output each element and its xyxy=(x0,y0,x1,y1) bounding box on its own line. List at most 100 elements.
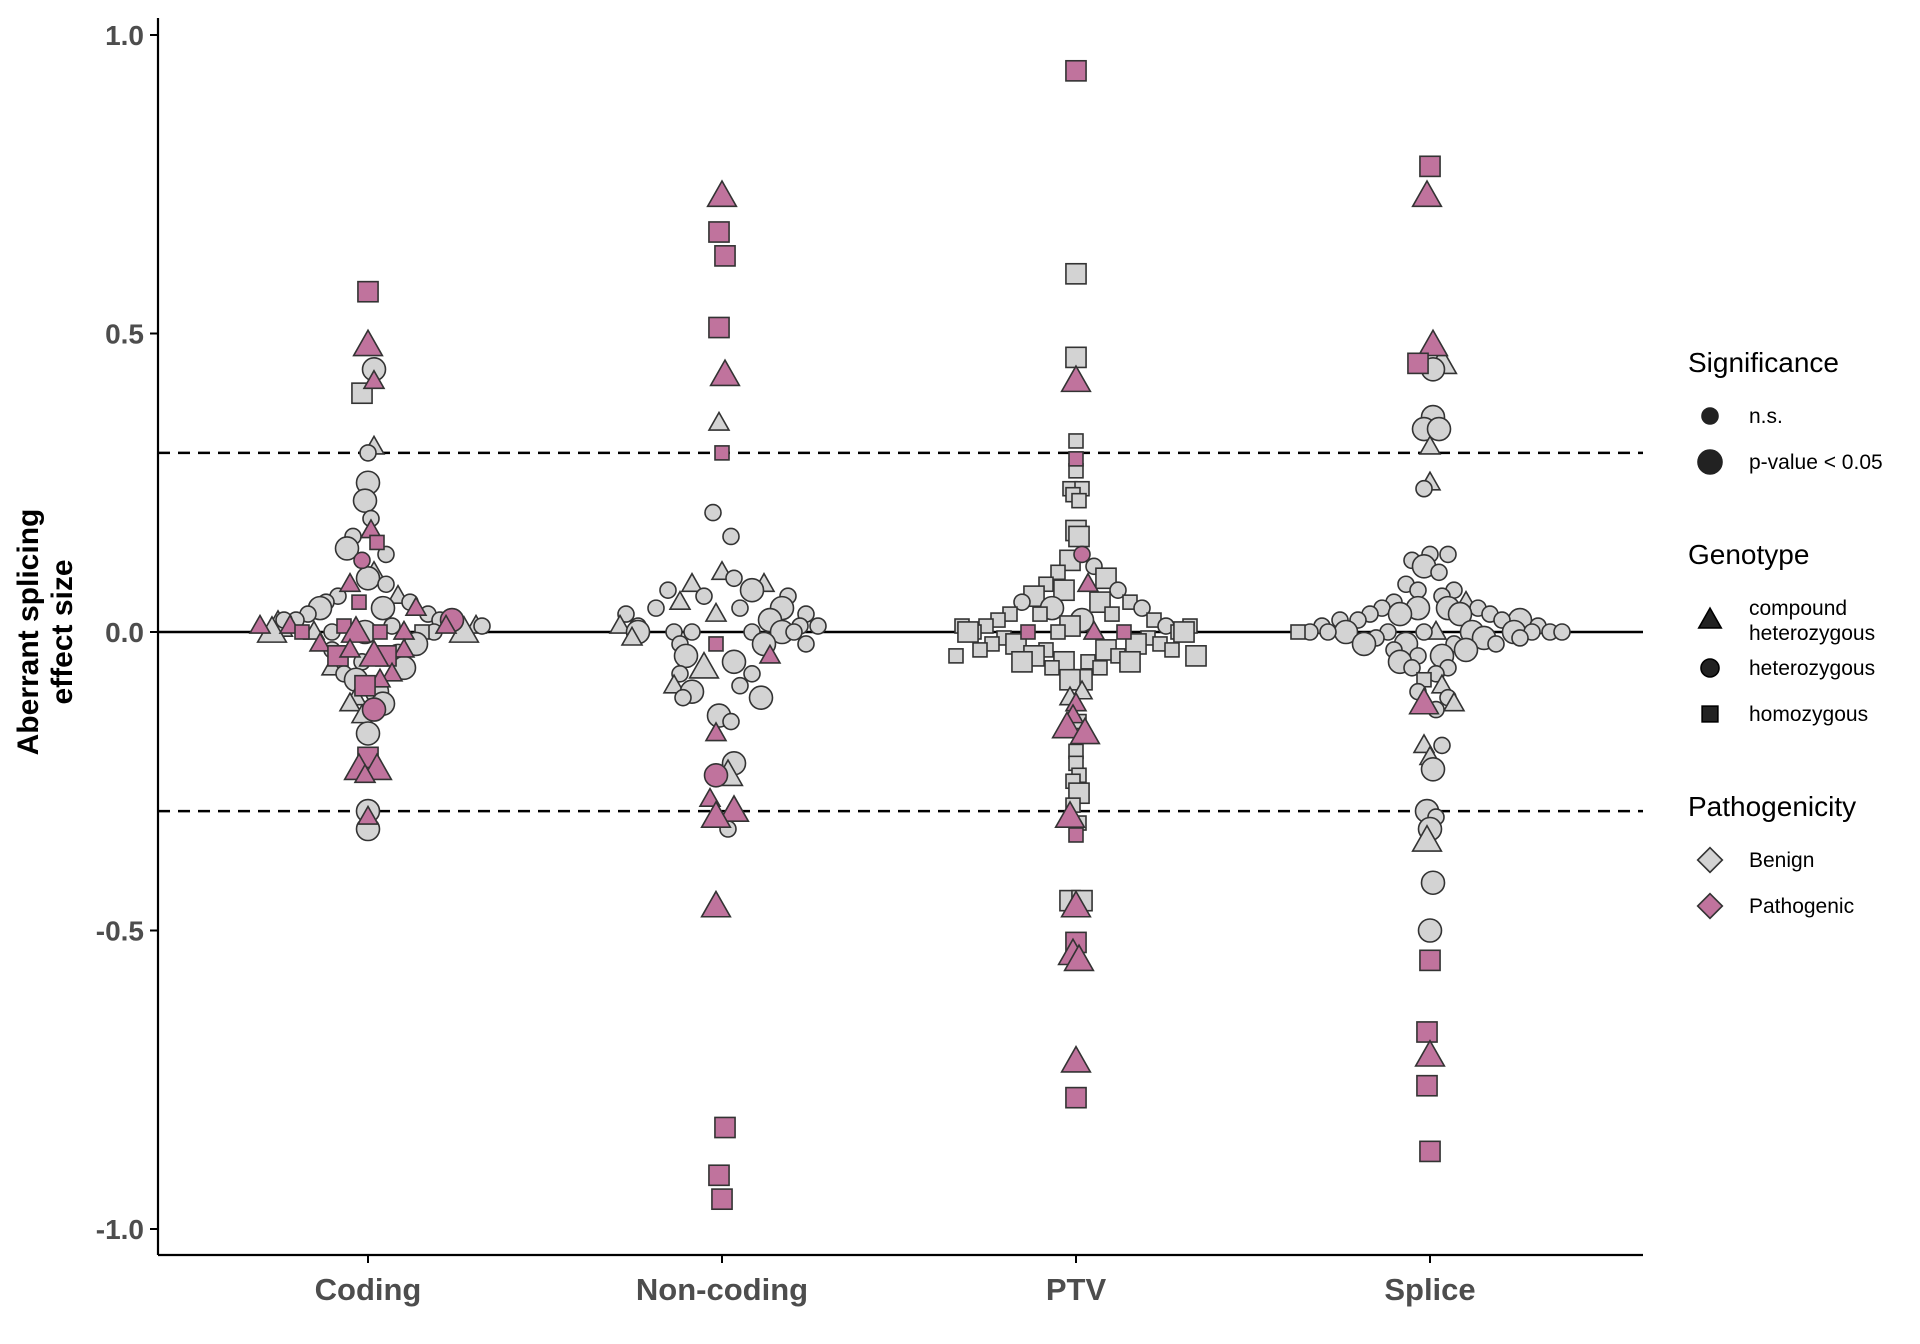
data-point-ptv-86 xyxy=(1068,827,1084,843)
legend-key-diamond xyxy=(1696,846,1724,874)
data-point-coding-69 xyxy=(372,624,388,640)
data-point-ptv-78 xyxy=(1116,624,1132,640)
data-point-ptv-83 xyxy=(1051,710,1083,739)
data-point-non-coding-48 xyxy=(706,179,738,208)
data-point-ptv-1 xyxy=(1065,346,1087,369)
data-point-non-coding-42 xyxy=(674,688,692,707)
axes: 1.0 0.5 0.0 -0.5 -1.0 Coding Non-coding PTV Spli… xyxy=(12,18,1643,1307)
data-point-coding-76 xyxy=(380,661,404,682)
data-point-non-coding-55 xyxy=(758,643,782,664)
data-point-coding-71 xyxy=(392,637,416,658)
data-point-non-coding-53 xyxy=(714,445,730,461)
data-point-ptv-46 xyxy=(972,642,988,658)
data-points xyxy=(248,59,1571,1211)
data-point-non-coding-13 xyxy=(647,599,665,617)
data-point-non-coding-60 xyxy=(700,800,732,828)
data-point-splice-49 xyxy=(1351,631,1377,657)
series-coding xyxy=(248,280,491,842)
data-point-non-coding-49 xyxy=(708,221,730,243)
x-tick-label-ptv: PTV xyxy=(1046,1272,1107,1307)
data-point-coding-53 xyxy=(352,328,384,357)
data-point-ptv-58 xyxy=(1044,660,1060,676)
data-point-coding-12 xyxy=(377,575,395,594)
data-point-ptv-12 xyxy=(1050,564,1066,581)
data-point-splice-30 xyxy=(1447,601,1473,627)
data-point-ptv-19 xyxy=(1013,593,1031,611)
data-point-non-coding-54 xyxy=(708,636,724,652)
legend-label-line: p-value < 0.05 xyxy=(1749,451,1883,474)
data-point-non-coding-2 xyxy=(722,527,740,546)
data-point-non-coding-57 xyxy=(703,762,729,788)
data-point-ptv-48 xyxy=(948,648,964,664)
data-point-coding-8 xyxy=(334,536,360,561)
data-point-non-coding-38 xyxy=(731,676,749,695)
data-point-splice-74 xyxy=(1420,870,1446,896)
data-point-ptv-73 xyxy=(1065,59,1087,82)
data-point-non-coding-40 xyxy=(748,685,774,710)
data-point-splice-48 xyxy=(1487,635,1505,653)
data-point-ptv-80 xyxy=(1082,619,1106,640)
x-tick-label-non-coding: Non-coding xyxy=(636,1272,808,1307)
legend-label: Pathogenic xyxy=(1749,895,1854,918)
data-point-non-coding-50 xyxy=(714,245,736,267)
legend-group-significance: Significance n.s. p-value < 0.05 xyxy=(1688,347,1883,475)
data-point-ptv-35 xyxy=(957,621,979,643)
data-point-non-coding-28 xyxy=(785,623,803,641)
y-tick-label: 1.0 xyxy=(105,20,144,51)
data-point-coding-59 xyxy=(351,594,367,610)
data-point-coding-9 xyxy=(377,545,395,564)
data-point-splice-12 xyxy=(1430,563,1448,582)
data-point-splice-75 xyxy=(1417,918,1443,943)
data-point-splice-7 xyxy=(1415,479,1433,498)
data-point-ptv-90 xyxy=(1063,943,1095,972)
data-point-ptv-54 xyxy=(1011,650,1033,673)
data-point-splice-64 xyxy=(1442,691,1466,712)
legend-label-line: compound xyxy=(1749,597,1847,620)
legend-title: Pathogenicity xyxy=(1688,791,1856,822)
data-point-non-coding-14 xyxy=(731,599,749,617)
legend-label: n.s. xyxy=(1749,405,1783,428)
data-point-coding-83 xyxy=(353,763,377,784)
data-point-non-coding-56 xyxy=(704,721,728,742)
data-point-non-coding-52 xyxy=(709,358,741,387)
data-point-ptv-45 xyxy=(1164,642,1180,658)
data-point-splice-4 xyxy=(1426,416,1452,442)
data-point-splice-45 xyxy=(1511,629,1529,647)
data-point-non-coding-36 xyxy=(743,664,761,683)
data-point-coding-68 xyxy=(340,615,372,643)
data-point-splice-38 xyxy=(1290,624,1306,640)
data-point-coding-11 xyxy=(355,565,381,591)
data-point-coding-64 xyxy=(434,613,458,634)
x-tick-label-splice: Splice xyxy=(1384,1272,1475,1307)
y-axis-label-line: effect size xyxy=(46,559,79,704)
data-point-non-coding-44 xyxy=(722,712,740,731)
legend-label-line: heterozygous xyxy=(1749,622,1875,645)
y-axis-label-line: Aberrant splicing xyxy=(12,509,45,756)
data-point-non-coding-63 xyxy=(708,1164,730,1187)
data-point-ptv-84 xyxy=(1069,716,1101,745)
data-point-ptv-57 xyxy=(1092,660,1108,676)
y-axis-label: Aberrant splicingeffect size xyxy=(12,509,79,756)
series-ptv xyxy=(948,59,1207,1109)
data-point-splice-81 xyxy=(1419,949,1441,972)
data-point-splice-37 xyxy=(1553,623,1571,641)
data-point-non-coding-23 xyxy=(608,613,632,634)
data-point-coding-65 xyxy=(294,624,310,640)
data-point-non-coding-51 xyxy=(708,316,730,339)
series-non-coding xyxy=(608,179,827,1211)
data-point-splice-44 xyxy=(1415,623,1433,641)
data-point-splice-15 xyxy=(1409,581,1427,600)
data-point-ptv-2 xyxy=(1068,433,1084,449)
data-point-ptv-92 xyxy=(1065,1086,1087,1109)
data-point-ptv-74 xyxy=(1060,364,1092,393)
data-point-splice-77 xyxy=(1411,179,1443,208)
data-point-splice-83 xyxy=(1414,1039,1446,1067)
data-point-non-coding-61 xyxy=(700,889,732,918)
legend-label-line: Pathogenic xyxy=(1749,895,1854,918)
legend-label: Benign xyxy=(1749,849,1814,872)
data-point-non-coding-39 xyxy=(662,673,686,694)
data-point-non-coding-0 xyxy=(707,410,731,431)
data-point-non-coding-15 xyxy=(704,601,728,622)
legend-label-line: Benign xyxy=(1749,849,1814,872)
